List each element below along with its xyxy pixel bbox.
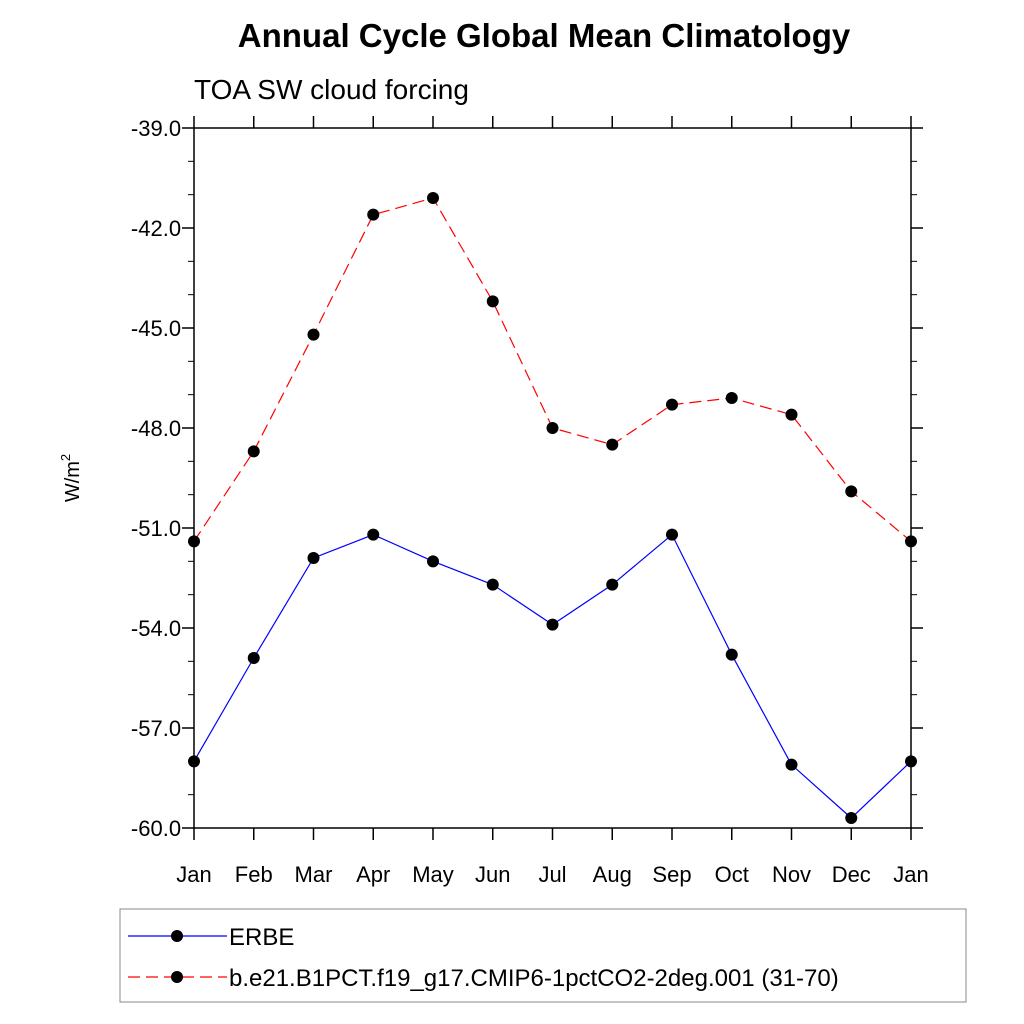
chart-title: Annual Cycle Global Mean Climatology xyxy=(238,17,851,54)
data-point xyxy=(546,422,559,434)
legend-marker xyxy=(171,930,183,942)
y-axis-label: W/m2 xyxy=(58,454,84,502)
data-point xyxy=(845,812,858,824)
data-point xyxy=(367,528,380,541)
data-point xyxy=(666,398,678,411)
x-tick-label: May xyxy=(412,862,454,887)
data-point xyxy=(785,408,798,421)
legend-marker xyxy=(171,971,183,983)
data-point xyxy=(725,648,738,661)
y-tick-label: -45.0 xyxy=(131,316,181,341)
legend: ERBE b.e21.B1PCT.f19_g17.CMIP6-1pctCO2-2d… xyxy=(119,908,967,1003)
data-point xyxy=(785,758,798,771)
data-point xyxy=(546,618,559,631)
data-point xyxy=(247,652,260,664)
plot-frame xyxy=(193,127,912,829)
data-point xyxy=(307,328,320,341)
y-tick-label: -48.0 xyxy=(131,416,181,441)
data-point xyxy=(606,438,619,451)
y-tick-label: -51.0 xyxy=(131,516,181,541)
y-tick-label: -42.0 xyxy=(131,216,181,241)
x-tick-label: Jun xyxy=(475,862,510,887)
x-tick-label: Jan xyxy=(893,862,928,887)
chart-subtitle: TOA SW cloud forcing xyxy=(194,74,469,105)
x-tick-label: Dec xyxy=(832,862,871,887)
series-layer xyxy=(188,192,917,824)
data-point xyxy=(666,528,678,541)
x-tick-label: Apr xyxy=(356,862,390,887)
y-axis-label-superscript: 2 xyxy=(58,454,73,461)
y-axis-label-text: W/m xyxy=(62,461,84,502)
x-tick-label: Jul xyxy=(538,862,566,887)
axis-ticks: -39.0 -42.0 -45.0 -48.0 -51.0 -54.0 -57.0 -60.0… xyxy=(131,116,929,887)
data-point xyxy=(606,578,619,591)
y-tick-label: -60.0 xyxy=(131,816,181,841)
data-point xyxy=(307,552,320,564)
data-point xyxy=(725,392,738,404)
data-point xyxy=(845,485,858,498)
x-tick-label: Nov xyxy=(772,862,811,887)
data-point xyxy=(427,555,439,568)
legend-label: ERBE xyxy=(229,924,294,951)
y-tick-label: -57.0 xyxy=(131,716,181,741)
x-tick-label: Aug xyxy=(593,862,632,887)
x-tick-label: Oct xyxy=(715,862,749,887)
x-tick-label: Feb xyxy=(235,862,273,887)
legend-label: b.e21.B1PCT.f19_g17.CMIP6-1pctCO2-2deg.0… xyxy=(229,965,839,992)
y-tick-label: -54.0 xyxy=(131,616,181,641)
series-line xyxy=(193,533,912,819)
data-point xyxy=(486,295,499,308)
series-line xyxy=(193,197,912,542)
data-point xyxy=(247,445,260,458)
y-tick-label: -39.0 xyxy=(131,116,181,141)
data-point xyxy=(367,208,380,221)
legend-box xyxy=(119,908,967,1003)
x-tick-label: Jan xyxy=(176,862,211,887)
data-point xyxy=(427,192,439,204)
x-tick-label: Sep xyxy=(652,862,691,887)
data-point xyxy=(486,578,499,591)
x-tick-label: Mar xyxy=(295,862,333,887)
